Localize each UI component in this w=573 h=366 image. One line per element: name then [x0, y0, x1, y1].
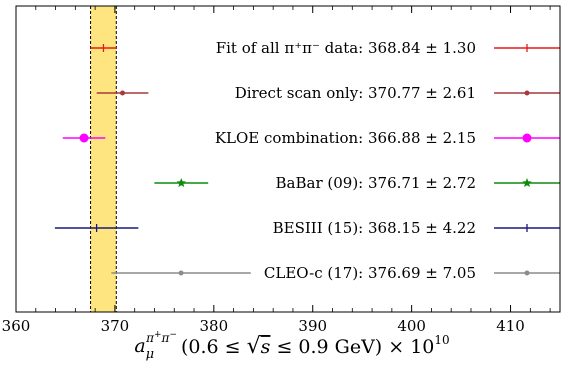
legend-label: BaBar (09): 376.71 ± 2.72 [276, 174, 476, 192]
x-tick-label: 360 [2, 317, 31, 335]
legend-label: BESIII (15): 368.15 ± 4.22 [273, 219, 476, 237]
x-axis-label: aμπ+π−(0.6 ≤ √s ≤ 0.9 GeV) × 1010 [134, 330, 449, 362]
x-label-s: s [261, 336, 271, 358]
x-tick-label: 400 [397, 317, 426, 335]
plot-frame [15, 5, 561, 313]
x-label-range: (0.6 ≤ [181, 336, 247, 358]
legend-marker [522, 133, 532, 143]
measurement-row: BaBar (09): 376.71 ± 2.72 [154, 174, 560, 192]
legend-marker [524, 270, 530, 276]
x-label-exp: 10 [434, 333, 449, 347]
legend-label: CLEO-c (17): 376.69 ± 7.05 [264, 264, 476, 282]
data-point-marker [120, 90, 126, 96]
measurement-row: CLEO-c (17): 376.69 ± 7.05 [111, 264, 560, 282]
x-tick-label: 370 [101, 317, 130, 335]
measurement-row: Direct scan only: 370.77 ± 2.61 [96, 84, 560, 102]
data-point-marker [79, 133, 89, 143]
x-label-sup: π [145, 331, 155, 345]
measurement-rows: Fit of all π⁺π⁻ data: 368.84 ± 1.30 Direc… [54, 39, 560, 282]
legend-label: Direct scan only: 370.77 ± 2.61 [235, 84, 476, 102]
x-tick-label: 380 [199, 317, 228, 335]
uncertainty-band [90, 6, 117, 312]
legend-label: KLOE combination: 366.88 ± 2.15 [215, 129, 476, 147]
legend-marker [524, 90, 530, 96]
band-fill [90, 6, 117, 312]
x-label-a: a [134, 335, 145, 357]
data-point-marker [178, 270, 184, 276]
legend-label: Fit of all π⁺π⁻ data: 368.84 ± 1.30 [216, 39, 476, 57]
legend-marker [522, 178, 532, 188]
x-axis-ticks: 360 370 380 390 400 410 [2, 6, 551, 335]
measurement-row: Fit of all π⁺π⁻ data: 368.84 ± 1.30 [90, 39, 560, 57]
x-tick-label: 410 [496, 317, 525, 335]
measurement-row: BESIII (15): 368.15 ± 4.22 [54, 219, 560, 237]
x-label-sup-plus: + [154, 330, 162, 340]
x-label-sup-minus: − [169, 330, 177, 340]
x-tick-label: 390 [298, 317, 327, 335]
x-label-sub: μ [146, 347, 154, 362]
x-label-sup-pi2: π [161, 331, 171, 345]
measurement-row: KLOE combination: 366.88 ± 2.15 [62, 129, 560, 147]
data-point-marker [176, 178, 187, 188]
x-label-range2: ≤ 0.9 GeV) × 10 [270, 336, 434, 358]
x-label-sqrt: √ [247, 334, 262, 359]
